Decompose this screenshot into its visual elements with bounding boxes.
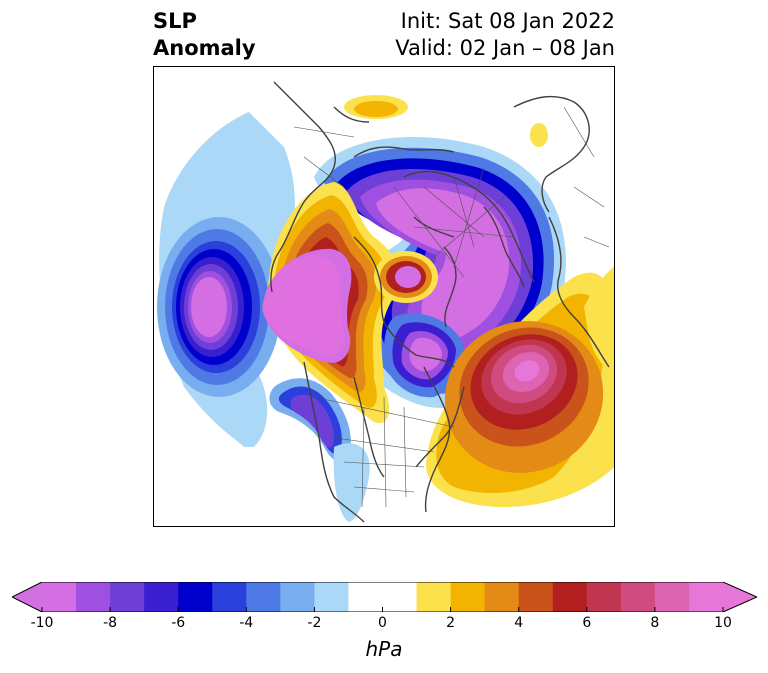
- borders: [293, 106, 610, 508]
- colorbar-segment: [688, 582, 724, 612]
- colorbar-tick-label: 10: [714, 615, 732, 631]
- colorbar-tick-label: 6: [582, 615, 592, 631]
- map-canvas: [157, 81, 614, 523]
- colorbar-segment: [212, 582, 247, 612]
- anomaly-map: [153, 66, 615, 527]
- colorbar-segment: [620, 582, 656, 612]
- colorbar-tick-label: -10: [30, 615, 54, 631]
- colorbar-segments: [12, 582, 757, 612]
- colorbar-segment: [484, 582, 520, 612]
- colorbar-tick-label: -8: [103, 615, 118, 631]
- title-variable: SLP: [153, 9, 197, 33]
- map-dates: Init: Sat 08 Jan 2022 Valid: 02 Jan – 08…: [395, 8, 615, 62]
- map-title: SLP Anomaly: [153, 8, 256, 62]
- colorbar-tick-label: -6: [171, 615, 186, 631]
- colorbar-segment: [178, 582, 213, 612]
- colorbar-segment: [42, 582, 77, 612]
- negative-na-south: [333, 443, 370, 522]
- high-europe: [584, 267, 614, 377]
- colorbar-segment: [110, 582, 145, 612]
- low-arctic-core: [376, 188, 510, 339]
- colorbar-segment: [246, 582, 281, 612]
- colorbar-tick-label: 2: [446, 615, 456, 631]
- colorbar-tick-label: 4: [514, 615, 524, 631]
- colorbar-segment: [416, 582, 452, 612]
- colorbar-segment: [76, 582, 111, 612]
- colorbar-segment: [314, 582, 349, 612]
- colorbar-segment: [552, 582, 588, 612]
- colorbar-tick-label: -4: [239, 615, 254, 631]
- colorbar-segment: [280, 582, 315, 612]
- colorbar-segment: [586, 582, 622, 612]
- anomaly-shading: [157, 95, 614, 522]
- colorbar-segment: [144, 582, 179, 612]
- colorbar-tick-label: 0: [378, 615, 387, 631]
- colorbar-unit: hPa: [365, 637, 403, 661]
- colorbar-extend-low: [12, 582, 42, 612]
- high-atlantic-core: [514, 360, 540, 382]
- colorbar-tick-label: -2: [307, 615, 322, 631]
- coastlines: [270, 81, 610, 523]
- colorbar-tick-label: 8: [650, 615, 660, 631]
- high-greenland-small: [530, 123, 548, 147]
- init-date: Init: Sat 08 Jan 2022: [400, 9, 615, 33]
- colorbar-extend-high: [723, 582, 757, 612]
- title-type: Anomaly: [153, 36, 256, 60]
- colorbar-segment: [518, 582, 554, 612]
- valid-range: Valid: 02 Jan – 08 Jan: [395, 36, 615, 60]
- colorbar: [12, 582, 757, 612]
- colorbar-segment: [450, 582, 486, 612]
- colorbar-segment: [654, 582, 690, 612]
